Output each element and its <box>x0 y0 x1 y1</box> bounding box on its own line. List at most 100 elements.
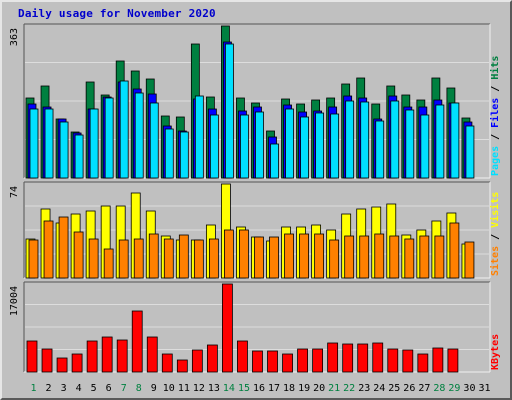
hits-files-pages-panel: 363 Pages / Files / Hits <box>9 23 501 179</box>
x-tick-label: 7 <box>121 383 127 394</box>
pages-bar <box>119 80 129 179</box>
sites-bar <box>299 233 309 279</box>
sites-bar <box>193 239 204 279</box>
x-tick-label: 22 <box>343 383 355 394</box>
x-tick-label: 11 <box>178 383 190 394</box>
pages-bar <box>345 100 355 179</box>
kbytes-bar <box>56 357 68 373</box>
kbytes-bar <box>252 350 263 373</box>
kbytes-bar <box>402 349 414 373</box>
sites-bar <box>314 233 325 279</box>
pages-bar <box>405 109 415 179</box>
x-tick-label: 15 <box>238 383 250 394</box>
x-tick-label: 24 <box>373 383 385 394</box>
pages-bar <box>59 121 69 179</box>
x-tick-label: 17 <box>268 383 280 394</box>
pages-bar <box>315 112 325 179</box>
x-tick-label: 25 <box>388 383 400 394</box>
legend-separator: / <box>490 128 501 146</box>
legend-hits: Hits <box>489 56 501 80</box>
kbytes-bar <box>357 343 369 373</box>
x-tick-label: 6 <box>106 383 112 394</box>
x-tick-label: 4 <box>76 383 82 394</box>
pages-bar <box>134 92 144 179</box>
x-tick-label: 30 <box>463 383 475 394</box>
sites-bar <box>148 233 159 279</box>
chart-panels: 363 Pages / Files / Hits 74 Sites / Visits 1… <box>9 23 501 373</box>
pages-bar <box>285 108 294 179</box>
kbytes-bar <box>71 353 83 373</box>
legend-sites: Sites <box>489 246 501 276</box>
kbytes-bar <box>327 342 339 373</box>
kbytes-panel: 17004 KBytes <box>9 281 501 373</box>
sites-bar <box>419 235 430 279</box>
pages-bar <box>194 95 204 179</box>
legend-separator: / <box>490 80 501 98</box>
pages-bar <box>209 114 219 179</box>
sites-bar <box>58 216 69 279</box>
x-tick-label: 1 <box>31 383 37 394</box>
pages-bar <box>29 108 39 179</box>
sites-bar <box>43 220 54 279</box>
pages-bar <box>360 101 370 179</box>
sites-bar <box>269 236 279 279</box>
pages-bar <box>465 125 475 179</box>
pages-bar <box>270 143 279 179</box>
kbytes-bar <box>116 339 128 373</box>
pages-bar <box>450 102 460 179</box>
x-tick-label: 19 <box>298 383 310 394</box>
sites-bar <box>239 229 249 279</box>
kbytes-bar <box>206 344 218 373</box>
legend-files: Files <box>489 98 501 128</box>
pages-bar <box>330 113 340 179</box>
kbytes-bar <box>41 348 53 373</box>
x-tick-label: 29 <box>448 383 460 394</box>
kbytes-bar <box>146 336 158 373</box>
kbytes-bar <box>237 340 248 373</box>
x-tick-label: 14 <box>223 383 235 394</box>
pages-bar <box>149 102 159 179</box>
kbytes-bar <box>176 359 188 373</box>
x-tick-label: 27 <box>418 383 430 394</box>
x-tick-label: 18 <box>283 383 295 394</box>
kbytes-bar <box>432 347 444 373</box>
kbytes-bar <box>101 336 113 373</box>
x-axis-day-labels: 1 2 3 4 5 6 7 8 9 10 11 12 13 14 15 16 17 18 19 20 21 22 23 24 2… <box>31 383 491 394</box>
pages-bar <box>375 120 385 179</box>
sites-bar <box>224 229 234 279</box>
x-tick-label: 10 <box>163 383 175 394</box>
kbytes-bar <box>86 340 98 373</box>
sites-bar <box>73 231 84 279</box>
kbytes-bar <box>312 348 324 373</box>
x-tick-label: 2 <box>46 383 52 394</box>
pages-bar <box>435 104 445 179</box>
pages-bar <box>179 131 189 179</box>
x-tick-label: 8 <box>136 383 142 394</box>
x-tick-label: 26 <box>403 383 415 394</box>
x-tick-label: 9 <box>151 383 157 394</box>
kbytes-bar <box>26 340 38 373</box>
middle-panel-y-max-label: 74 <box>9 186 20 198</box>
legend-separator: / <box>490 228 501 246</box>
sites-bar <box>254 236 264 279</box>
pages-bar <box>255 111 264 179</box>
kbytes-bar <box>387 348 399 373</box>
sites-bar <box>103 248 114 279</box>
kbytes-bar <box>222 283 233 373</box>
bottom-panel-y-max-label: 17004 <box>9 286 20 316</box>
pages-bar <box>390 100 400 179</box>
legend-visits: Visits <box>489 192 501 228</box>
x-tick-label: 5 <box>91 383 97 394</box>
pages-bar <box>44 108 54 179</box>
kbytes-bar <box>282 353 293 373</box>
sites-bar <box>178 234 189 279</box>
sites-bar <box>88 238 99 279</box>
x-tick-label: 20 <box>313 383 325 394</box>
sites-bar <box>344 235 355 279</box>
pages-bar <box>300 116 309 179</box>
pages-bar <box>74 134 84 179</box>
sites-bar <box>434 235 445 279</box>
sites-bar <box>208 238 219 279</box>
pages-bar <box>164 128 174 179</box>
pages-bar <box>89 108 99 179</box>
